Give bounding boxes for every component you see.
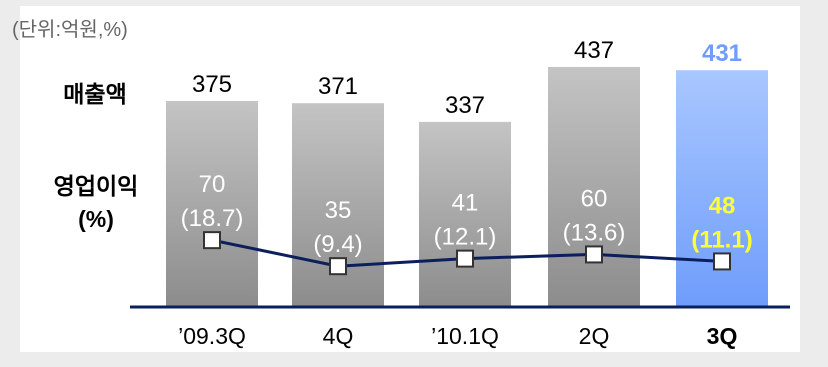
unit-note: (단위:억원,%) (12, 18, 128, 41)
frame-left (0, 0, 20, 367)
x-tick-label: ’10.1Q (431, 323, 499, 349)
x-tick-label: 2Q (579, 323, 610, 349)
frame-right (800, 0, 828, 367)
margin-point-marker (713, 252, 731, 271)
x-tick-label: ’09.3Q (178, 323, 246, 349)
op-margin-value-label: (12.1) (434, 224, 497, 251)
x-tick-label: 4Q (323, 323, 354, 349)
op-margin-value-label: (11.1) (691, 226, 752, 253)
op-margin-value-label: (18.7) (181, 205, 244, 232)
op-margin-value-label: (13.6) (563, 219, 626, 246)
margin-point-marker (203, 231, 221, 250)
x-tick-label: 3Q (707, 323, 738, 349)
frame-top (0, 0, 828, 6)
margin-point-marker (585, 245, 603, 264)
op-profit-value-label: 70 (199, 171, 226, 198)
revenue-bar (419, 121, 511, 307)
margin-point-marker (329, 257, 347, 276)
op-profit-value-label: 41 (452, 190, 479, 217)
revenue-value-label: 437 (574, 37, 614, 64)
revenue-value-label: 431 (702, 40, 742, 67)
revenue-row-label: 매출액 (63, 81, 126, 107)
data-labels: 375 70 (18.7) 371 35 (9.4) 337 41 (12.1) 437 60 (13… (181, 37, 753, 258)
margin-line-series (203, 231, 731, 276)
revenue-bar (548, 66, 640, 307)
x-axis-tick-labels: ’09.3Q 4Q ’10.1Q 2Q 3Q (178, 323, 737, 349)
revenue-value-label: 375 (192, 71, 232, 98)
op-profit-value-label: 60 (581, 185, 608, 212)
op-profit-row-label: 영업이익 (54, 173, 139, 199)
margin-point-marker (456, 249, 474, 268)
op-profit-unit-label: (%) (78, 206, 114, 232)
frame-bottom (0, 352, 828, 367)
revenue-bar (166, 101, 258, 307)
op-margin-value-label: (9.4) (313, 231, 362, 258)
op-profit-value-label: 35 (325, 197, 352, 224)
revenue-value-label: 337 (445, 92, 485, 119)
revenue-value-label: 371 (318, 73, 358, 100)
op-profit-value-label: 48 (709, 192, 736, 219)
revenue-bar (676, 70, 768, 307)
